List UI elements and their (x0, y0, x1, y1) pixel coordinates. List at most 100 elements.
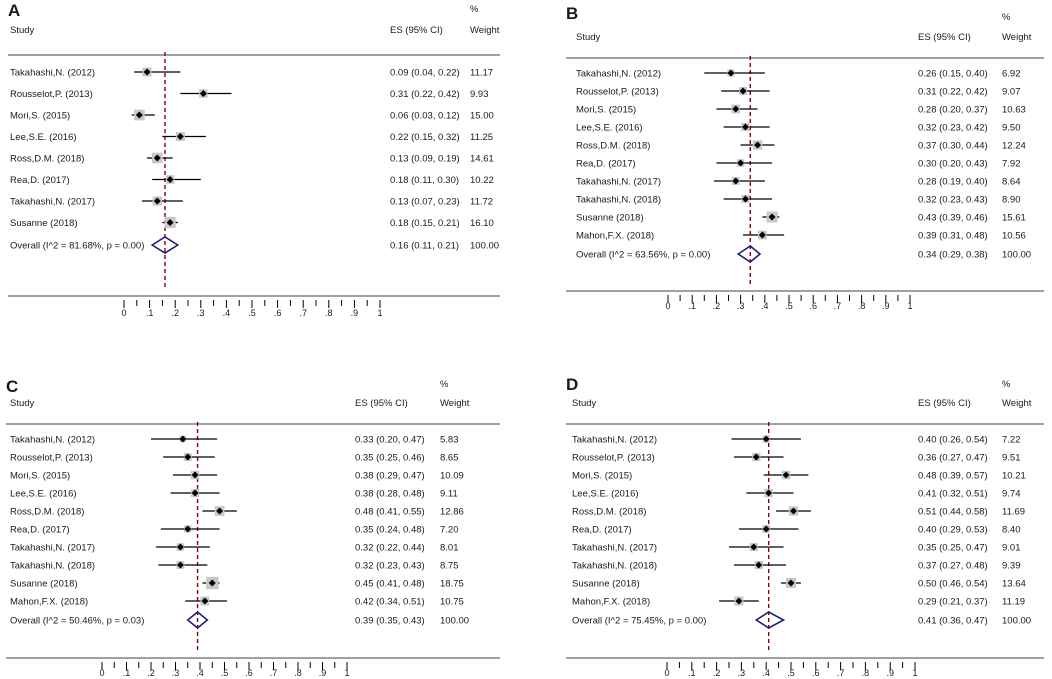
study-ci-text: 0.48 (0.41, 0.55) (355, 507, 425, 518)
study-name: Ross,D.M. (2018) (10, 507, 84, 518)
study-ci-text: 0.42 (0.34, 0.51) (355, 597, 425, 608)
x-tick-label: .6 (245, 668, 253, 678)
study-name: Susanne (2018) (572, 579, 640, 590)
overall-row: Overall (I^2 = 63.56%, p = 0.00) 0.34 (0.… (576, 245, 1031, 263)
study-name: Takahashi,N. (2018) (572, 561, 657, 572)
study-ci-text: 0.09 (0.04, 0.22) (390, 68, 460, 79)
study-ci-text: 0.35 (0.25, 0.46) (355, 453, 425, 464)
study-row: Takahashi,N. (2012) 0.09 (0.04, 0.22) 11.1… (10, 67, 493, 79)
overall-label: Overall (I^2 = 63.56%, p = 0.00) (576, 250, 710, 261)
study-row: Susanne (2018) 0.43 (0.39, 0.46) 15.61 (576, 211, 1026, 224)
study-name: Takahashi,N. (2017) (10, 543, 95, 554)
study-row: Lee,S.E. (2016) 0.32 (0.23, 0.42) 9.50 (576, 123, 1021, 134)
study-ci-text: 0.48 (0.39, 0.57) (918, 471, 988, 482)
study-weight: 8.01 (440, 543, 459, 554)
study-ci-text: 0.31 (0.22, 0.42) (390, 89, 460, 100)
x-tick-label: .1 (688, 301, 696, 311)
study-ci-text: 0.18 (0.15, 0.21) (390, 218, 460, 229)
study-point-estimate (768, 213, 776, 221)
forest-panel-b: B Study ES (95% CI)% Weight Takahashi,N. (20… (566, 4, 1044, 311)
overall-diamond (736, 245, 762, 263)
study-weight: 9.93 (470, 89, 489, 100)
study-weight: 11.25 (470, 132, 493, 143)
x-tick-label: .4 (196, 668, 204, 678)
study-name: Rousselot,P. (2013) (576, 87, 659, 98)
es-header: ES (95% CI) (355, 398, 408, 409)
study-point-estimate (176, 561, 184, 569)
study-weight: 11.69 (1002, 507, 1025, 518)
study-point-estimate (179, 435, 187, 443)
weight-header: Weight (470, 25, 500, 36)
study-ci-text: 0.33 (0.20, 0.47) (355, 435, 425, 446)
x-tick-label: 0 (121, 308, 126, 318)
study-weight: 10.63 (1002, 105, 1026, 116)
study-weight: 6.92 (1002, 69, 1021, 80)
study-weight: 8.90 (1002, 195, 1021, 206)
study-row: Lee,S.E. (2016) 0.41 (0.32, 0.51) 9.74 (572, 489, 1021, 500)
study-point-estimate (762, 525, 770, 533)
panel-label: D (566, 375, 578, 394)
study-point-estimate (732, 177, 740, 185)
study-weight: 9.11 (440, 489, 458, 500)
x-tick-label: 0 (665, 301, 670, 311)
study-weight: 8.64 (1002, 177, 1021, 188)
overall-ci-text: 0.41 (0.36, 0.47) (918, 616, 988, 627)
x-tick-label: .2 (147, 668, 155, 678)
study-ci-text: 0.38 (0.28, 0.48) (355, 489, 425, 500)
study-row: Rea,D. (2017) 0.18 (0.11, 0.30) 10.22 (10, 175, 494, 186)
x-tick-label: 0 (664, 668, 669, 678)
study-weight: 15.61 (1002, 213, 1026, 224)
x-tick-label: .7 (837, 668, 845, 678)
study-weight: 9.74 (1002, 489, 1021, 500)
study-name: Rousselot,P. (2013) (572, 453, 655, 464)
x-tick-label: .8 (294, 668, 302, 678)
study-row: Takahashi,N. (2018) 0.37 (0.27, 0.48) 9.39 (572, 561, 1021, 572)
study-row: Takahashi,N. (2012) 0.33 (0.20, 0.47) 5.83 (10, 435, 459, 446)
overall-diamond (754, 611, 786, 629)
study-name: Takahashi,N. (2012) (576, 69, 661, 80)
x-axis: 0 .1 .2 .3 .4 .5 .6 .7 .8 .9 1 (664, 662, 918, 678)
study-point-estimate (758, 231, 766, 239)
es-header: ES (95% CI) (390, 25, 443, 36)
study-point-estimate (176, 543, 184, 551)
study-name: Lee,S.E. (2016) (10, 132, 77, 143)
x-tick-label: .4 (761, 301, 769, 311)
study-point-estimate (737, 159, 745, 167)
study-ci-text: 0.22 (0.15, 0.32) (390, 132, 460, 143)
forest-panel-a: A Study ES (95% CI)% Weight Takahashi,N. (20… (8, 1, 500, 318)
study-ci-text: 0.32 (0.23, 0.43) (918, 195, 988, 206)
study-row: Rousselot,P. (2013) 0.36 (0.27, 0.47) 9.51 (572, 453, 1021, 464)
study-name: Rea,D. (2017) (576, 159, 636, 170)
overall-label: Overall (I^2 = 75.45%, p = 0.00) (572, 616, 706, 627)
percent-header: % (470, 4, 479, 15)
study-ci-text: 0.13 (0.07, 0.23) (390, 197, 460, 208)
percent-header: % (440, 379, 449, 390)
overall-row: Overall (I^2 = 81.68%, p = 0.00) 0.16 (0.… (10, 236, 499, 254)
study-name: Ross,D.M. (2018) (10, 154, 84, 165)
study-row: Rea,D. (2017) 0.40 (0.29, 0.53) 8.40 (572, 525, 1021, 536)
study-point-estimate (754, 141, 762, 149)
study-row: Rousselot,P. (2013) 0.31 (0.22, 0.42) 9.93 (10, 89, 489, 100)
study-row: Mahon,F.X. (2018) 0.42 (0.34, 0.51) 10.75 (10, 597, 464, 608)
study-row: Rea,D. (2017) 0.35 (0.24, 0.48) 7.20 (10, 525, 459, 536)
forest-panel-c: C Study ES (95% CI)% Weight Takahashi,N. (20… (6, 377, 500, 678)
x-tick-label: .4 (762, 668, 770, 678)
weight-header: Weight (1002, 32, 1032, 43)
study-weight: 7.20 (440, 525, 459, 536)
study-point-estimate (216, 507, 224, 515)
study-name: Ross,D.M. (2018) (576, 141, 650, 152)
study-row: Mahon,F.X. (2018) 0.29 (0.21, 0.37) 11.19 (572, 596, 1025, 608)
overall-row: Overall (I^2 = 75.45%, p = 0.00) 0.41 (0.… (572, 611, 1031, 629)
x-tick-label: .3 (197, 308, 205, 318)
overall-label: Overall (I^2 = 50.46%, p = 0.03) (10, 616, 144, 627)
x-tick-label: .9 (882, 301, 890, 311)
study-name: Lee,S.E. (2016) (10, 489, 77, 500)
weight-header: Weight (1002, 398, 1032, 409)
study-weight: 9.07 (1002, 87, 1021, 98)
study-ci-text: 0.36 (0.27, 0.47) (918, 453, 988, 464)
es-header: ES (95% CI) (918, 398, 971, 409)
study-name: Rousselot,P. (2013) (10, 89, 93, 100)
overall-diamond (150, 236, 180, 254)
study-name: Takahashi,N. (2012) (10, 435, 95, 446)
study-ci-text: 0.35 (0.24, 0.48) (355, 525, 425, 536)
